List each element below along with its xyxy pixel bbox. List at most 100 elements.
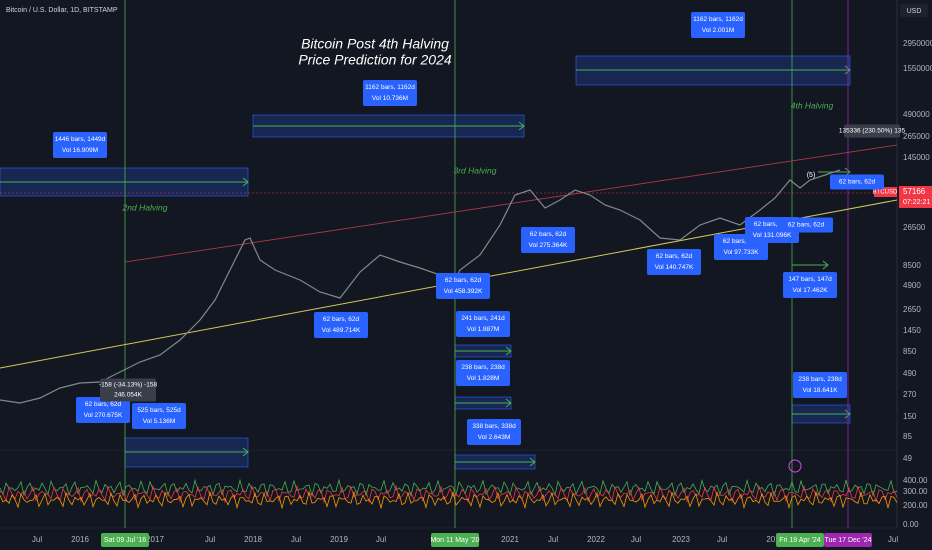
title: Bitcoin Post 4th Halving [301, 36, 449, 52]
time-marker: Sat 09 Jul '16 [104, 537, 146, 544]
measure-box [456, 360, 510, 386]
measure-box [691, 12, 745, 38]
halving-label: 2nd Halving [122, 202, 168, 212]
time-tick: Jul [291, 535, 301, 544]
time-tick: 2023 [672, 535, 690, 544]
price-tick: 2950000 [903, 39, 932, 48]
measure-label: 147 bars, 147d [788, 276, 832, 283]
measure-label: Vol 2.643M [478, 434, 511, 441]
measure-label: Vol 458.392K [444, 288, 483, 295]
measure-label: 1162 bars, 1162d [693, 16, 743, 23]
measure-label: Vol 275.364K [529, 242, 568, 249]
measure-label: 62 bars, 62d [723, 238, 760, 245]
measure-box [647, 249, 701, 275]
time-tick: Jul [32, 535, 42, 544]
time-tick: 202 [766, 535, 780, 544]
grid [0, 449, 897, 529]
price-tick: 2650 [903, 305, 921, 314]
time-tick: Jul [888, 535, 898, 544]
halving-label: 4th Halving [791, 100, 834, 110]
price-axis-bg [897, 0, 932, 550]
measure-label: 338 bars, 338d [472, 423, 516, 430]
countdown: 07:22:21 [903, 199, 930, 206]
measure-label: 62 bars, 62d [839, 179, 876, 186]
measure-box [793, 372, 847, 398]
time-marker: Tue 17 Dec '24 [825, 537, 872, 544]
measure-label: 62 bars, 62d [445, 277, 482, 284]
measure-box [363, 80, 417, 106]
measure-label: Vol 489.714K [322, 327, 361, 334]
price-tick: 1450 [903, 326, 921, 335]
measure-box [53, 132, 107, 158]
time-tick: Jul [205, 535, 215, 544]
measure-box [436, 273, 490, 299]
current-price-symbol [874, 187, 897, 197]
price-tick: 490 [903, 369, 917, 378]
time-marker: Fri 19 Apr '24 [779, 537, 821, 544]
indicator-tick: 200.00 [903, 501, 928, 510]
measure-label: 62 bars, 62d [530, 231, 567, 238]
measure-label: 62 bars, 62d [656, 253, 693, 260]
measure-label: 238 bars, 238d [461, 364, 505, 371]
measure-label: Vol 131.096K [753, 232, 792, 239]
measure-label: Vol 1.828M [467, 375, 500, 382]
range-box [844, 124, 900, 138]
price-tick: 49 [903, 454, 912, 463]
time-tick: 2018 [244, 535, 262, 544]
price-tick: 265000 [903, 132, 930, 141]
current-price-symbol: BTCUSD [873, 190, 898, 196]
measure-label: 238 bars, 238d [798, 376, 842, 383]
time-marker-box [776, 533, 824, 547]
title: Price Prediction for 2024 [298, 52, 452, 68]
measure-label: 1162 bars, 1162d [365, 84, 415, 91]
time-tick: Jul [717, 535, 727, 544]
range-box [100, 378, 156, 402]
range-label: 135336 (230.50%) 135 [839, 128, 906, 135]
measure-label: Vol 18.641K [802, 387, 838, 394]
measure-label: Vol 17.462K [792, 287, 828, 294]
measure-label: 241 bars, 241d [461, 315, 505, 322]
indicator [0, 478, 898, 510]
time-marker-box [824, 533, 872, 547]
time-tick: Jul [548, 535, 558, 544]
time-tick: 2016 [71, 535, 89, 544]
measure-box [783, 272, 837, 298]
measure-label: 1446 bars, 1449d [55, 136, 106, 143]
indicator-tick: 300.00 [903, 487, 928, 496]
halving-label: 3rd Halving [454, 165, 497, 175]
time-marker: Mon 11 May '20 [430, 537, 479, 544]
measure-label: 62 bars, 62d [788, 222, 825, 229]
measure-box [456, 311, 510, 337]
indicator-tick: 0.00 [903, 520, 919, 529]
time-marker-box [431, 533, 479, 547]
time-tick: 2017 [146, 535, 164, 544]
price-tick: 490000 [903, 110, 930, 119]
time-tick: Jul [631, 535, 641, 544]
price-tick: 1550000 [903, 64, 932, 73]
current-price: 57166 [903, 187, 926, 196]
price-tick: 150 [903, 412, 917, 421]
range-label: 246.054K [114, 392, 142, 399]
measure-box [467, 419, 521, 445]
measure-label: 62 bars, 62d [754, 221, 791, 228]
measure-label: 62 bars, 62d [323, 316, 360, 323]
wave-label: (5) [807, 172, 816, 179]
measure-label: Vol 140.747K [655, 264, 694, 271]
header-symbol: Bitcoin / U.S. Dollar, 1D, BITSTAMP [6, 7, 118, 14]
measure-label: 525 bars, 525d [137, 407, 181, 414]
measure-box [76, 397, 130, 423]
time-tick: 2021 [501, 535, 519, 544]
measure-label: Vol 270.675K [84, 412, 123, 419]
vertical-markers [124, 0, 849, 528]
time-tick: Jul [376, 535, 386, 544]
price-tick: 4900 [903, 281, 921, 290]
measure-box [314, 312, 368, 338]
time-tick: 2022 [587, 535, 605, 544]
measure-label: Vol 97.733K [723, 249, 759, 256]
range-label: -158 (-34.13%) -158 [99, 382, 158, 389]
current-price-box [899, 186, 932, 208]
price-tick: 8500 [903, 261, 921, 270]
price-tick: 270 [903, 390, 917, 399]
